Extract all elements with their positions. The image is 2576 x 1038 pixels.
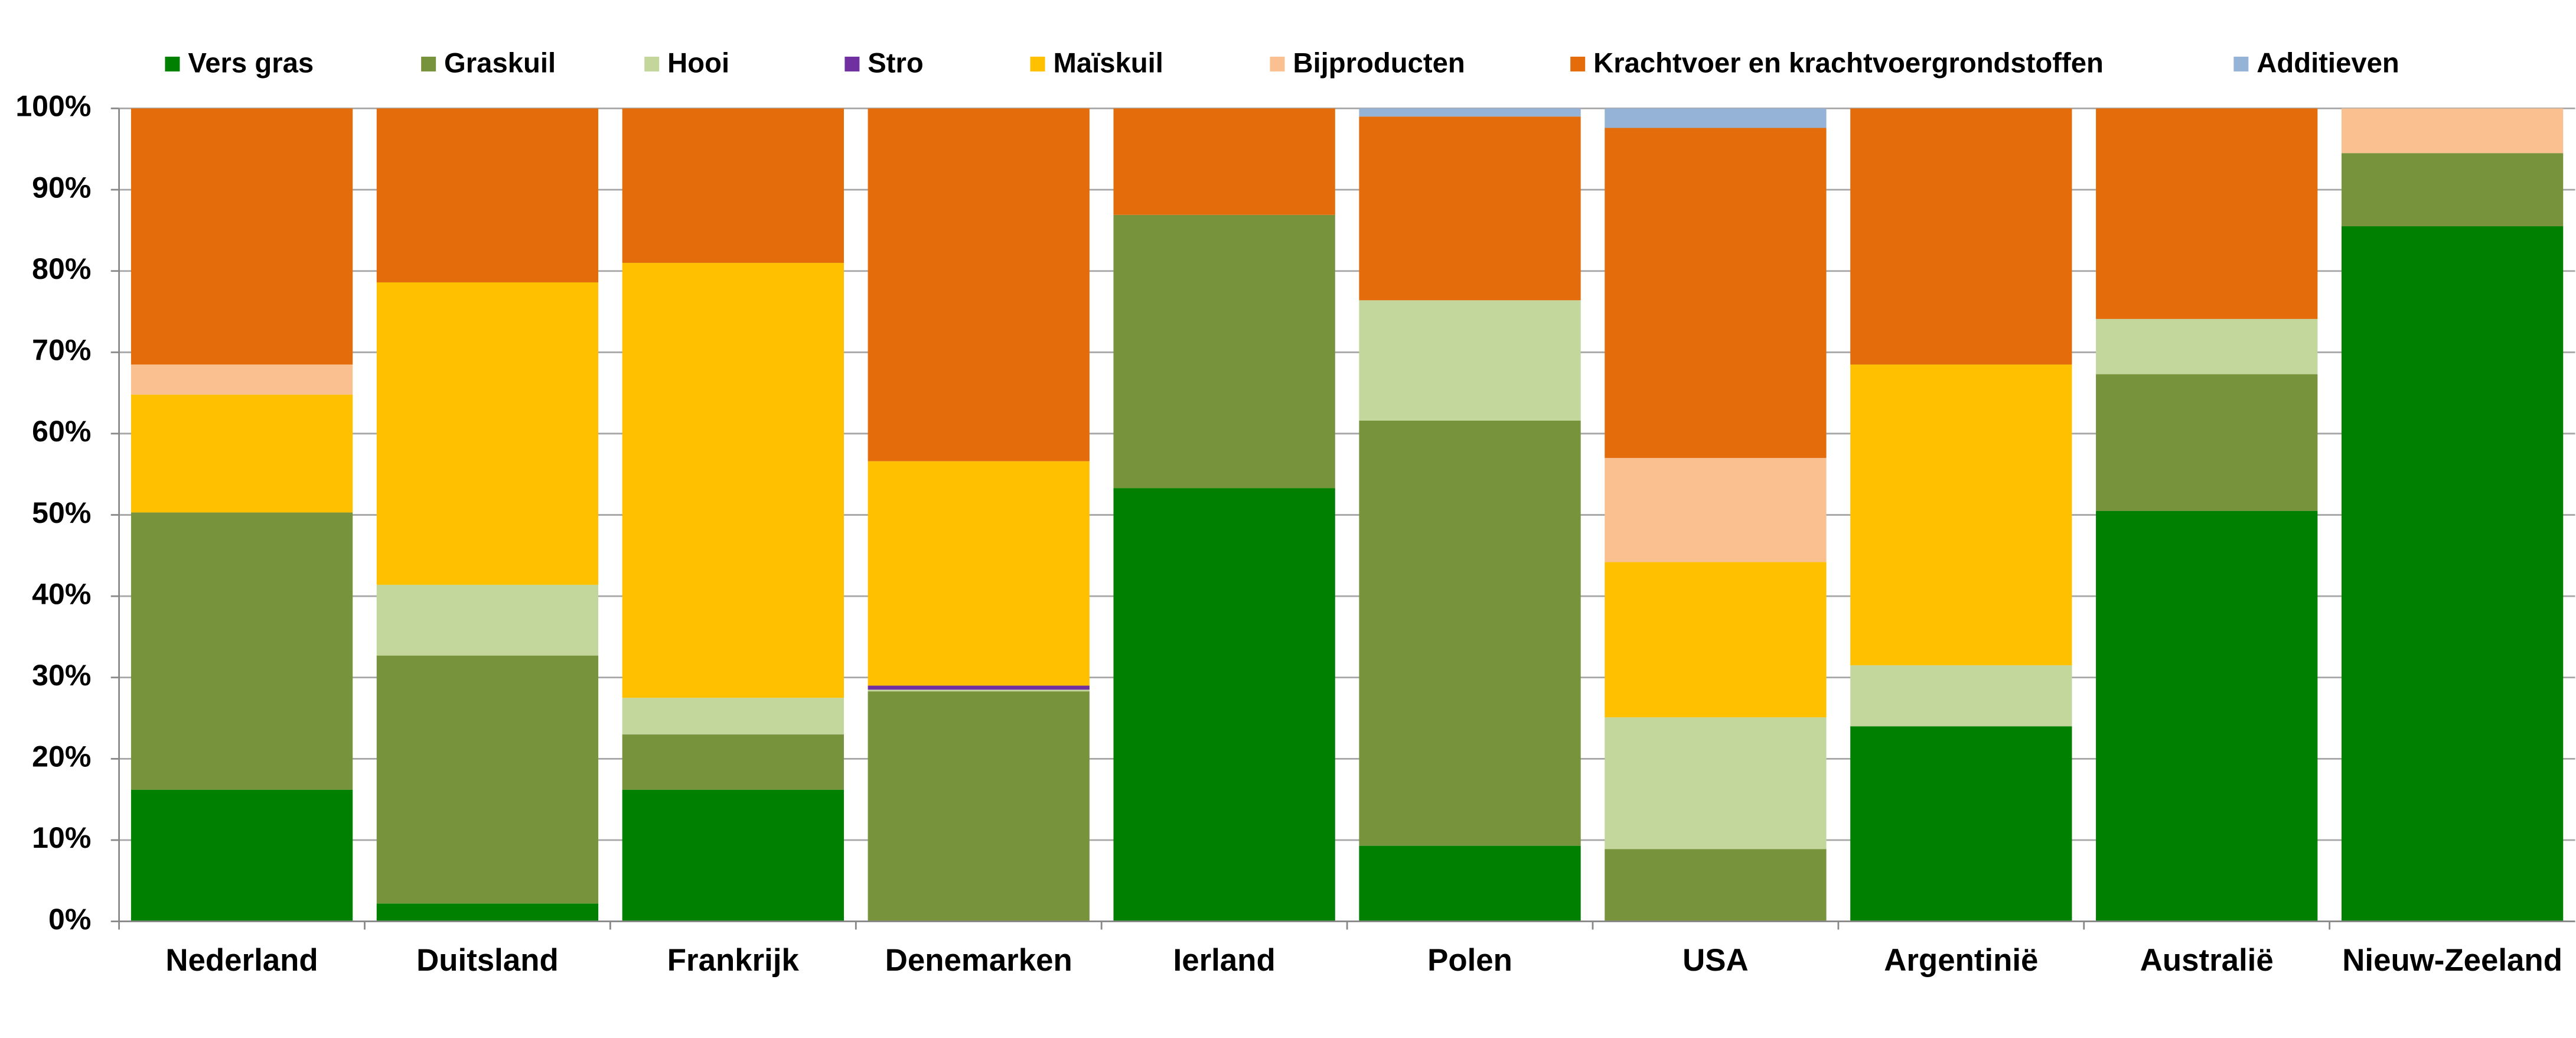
bar-segment [2341, 226, 2564, 922]
legend-label: Additieven [2257, 47, 2399, 79]
bar-segment [1605, 128, 1827, 458]
bar-segment [1359, 108, 1581, 117]
bar-segment [1113, 488, 1335, 922]
bar-segment [1605, 717, 1827, 850]
bar-segment [622, 789, 844, 922]
legend-swatch [1570, 56, 1586, 71]
bar-segment [868, 108, 1090, 461]
bar-segment [376, 584, 599, 656]
y-tick-label: 90% [32, 171, 91, 204]
y-tick-label: 60% [32, 415, 91, 448]
bar-segment [622, 698, 844, 735]
bar-segment [868, 689, 1090, 692]
bar-segment [868, 461, 1090, 686]
bar-segment [131, 394, 353, 513]
bar-segment [1605, 849, 1827, 922]
y-tick-label: 10% [32, 821, 91, 854]
y-tick-label: 40% [32, 577, 91, 610]
bar-segment [2096, 108, 2318, 319]
x-tick-label: Polen [1427, 943, 1512, 978]
bar-segment [868, 691, 1090, 922]
x-tick-label: Ierland [1173, 943, 1276, 978]
x-tick-label: Duitsland [416, 943, 559, 978]
legend-label: Maïskuil [1053, 47, 1163, 79]
bar-segment [131, 108, 353, 365]
bar-segment [1359, 116, 1581, 301]
bar-segment [131, 512, 353, 790]
bar-segment [1605, 108, 1827, 128]
bar-segment [1605, 562, 1827, 718]
legend-swatch [2233, 56, 2249, 71]
bar-segment [376, 655, 599, 904]
bar-segment [1850, 108, 2072, 365]
legend-swatch [1270, 56, 1285, 71]
bar-segment [1113, 108, 1335, 215]
bar-segment [622, 262, 844, 698]
legend-label: Vers gras [188, 47, 314, 79]
y-tick-label: 20% [32, 740, 91, 773]
legend-label: Hooi [667, 47, 729, 79]
x-tick-label: Nieuw-Zeeland [2342, 943, 2562, 978]
y-tick-label: 30% [32, 659, 91, 692]
bar-segment [131, 364, 353, 395]
legend-swatch [844, 56, 860, 71]
bar-segment [1850, 726, 2072, 922]
y-tick-label: 100% [15, 90, 91, 123]
bar-segment [376, 282, 599, 585]
x-tick-label: Frankrijk [667, 943, 800, 978]
legend-swatch [165, 56, 180, 71]
bar-segment [2096, 374, 2318, 511]
legend-label: Bijproducten [1293, 47, 1465, 79]
legend-swatch [644, 56, 660, 71]
y-tick-label: 0% [48, 903, 91, 936]
x-tick-label: Australië [2140, 943, 2274, 978]
y-tick-label: 50% [32, 496, 91, 529]
x-tick-label: Denemarken [885, 943, 1072, 978]
bar-segment [2096, 318, 2318, 375]
bar-segment [1605, 458, 1827, 562]
bar-segment [1359, 420, 1581, 846]
y-tick-label: 70% [32, 334, 91, 367]
bar-segment [131, 789, 353, 922]
legend-swatch [421, 56, 436, 71]
bar-segment [1850, 665, 2072, 727]
y-tick-label: 80% [32, 252, 91, 285]
bar-segment [1113, 214, 1335, 489]
legend-swatch [1030, 56, 1045, 71]
bar-segment [868, 685, 1090, 690]
bar-segment [1850, 364, 2072, 666]
bar-segment [622, 734, 844, 790]
bar-segment [376, 903, 599, 922]
legend-label: Graskuil [444, 47, 556, 79]
x-tick-label: Argentinië [1884, 943, 2038, 978]
bar-segment [1359, 845, 1581, 922]
bar-segment [1359, 300, 1581, 421]
bar-segment [2096, 510, 2318, 922]
bar-segment [2341, 108, 2564, 154]
bar-segment [376, 108, 599, 282]
legend-label: Stro [868, 47, 924, 79]
legend-label: Krachtvoer en krachtvoergrondstoffen [1593, 47, 2104, 79]
x-tick-label: Nederland [165, 943, 318, 978]
x-tick-label: USA [1682, 943, 1749, 978]
bar-segment [2341, 153, 2564, 227]
bar-segment [622, 108, 844, 263]
